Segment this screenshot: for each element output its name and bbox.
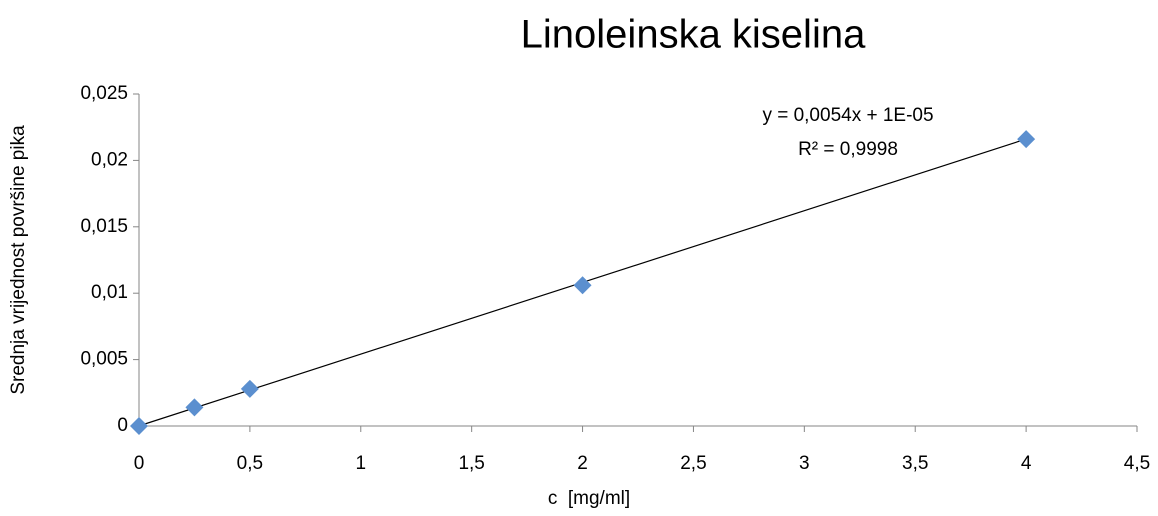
x-tick-label: 1,5 xyxy=(458,453,484,474)
x-axis-label: c [mg/ml] xyxy=(548,488,630,509)
data-point xyxy=(185,398,204,417)
y-tick-label: 0,01 xyxy=(91,282,128,303)
y-tick-label: 0,025 xyxy=(80,83,128,104)
data-point xyxy=(130,417,148,435)
x-tick-label: 4,5 xyxy=(1124,453,1150,474)
equation-label: y = 0,0054x + 1E-05 xyxy=(762,105,933,126)
x-tick-label: 3,5 xyxy=(902,453,928,474)
y-tick-label: 0,005 xyxy=(80,349,128,370)
x-tick-label: 2,5 xyxy=(680,453,706,474)
x-tick-label: 4 xyxy=(1021,453,1032,474)
x-tick-label: 0 xyxy=(134,453,145,474)
x-tick-label: 0,5 xyxy=(237,453,263,474)
x-tick-label: 3 xyxy=(799,453,810,474)
x-tick-label: 1 xyxy=(355,453,366,474)
y-tick-label: 0,015 xyxy=(80,216,128,237)
data-point xyxy=(1017,130,1036,149)
y-tick-label: 0 xyxy=(117,415,128,436)
r-squared-label: R² = 0,9998 xyxy=(798,139,898,160)
y-axis-label: Srednja vrijednost površine pika xyxy=(8,125,29,395)
data-point xyxy=(240,379,259,398)
data-point xyxy=(573,276,592,295)
chart-title: Linoleinska kiselina xyxy=(521,13,866,57)
y-tick-label: 0,02 xyxy=(91,149,128,170)
x-tick-label: 2 xyxy=(577,453,588,474)
